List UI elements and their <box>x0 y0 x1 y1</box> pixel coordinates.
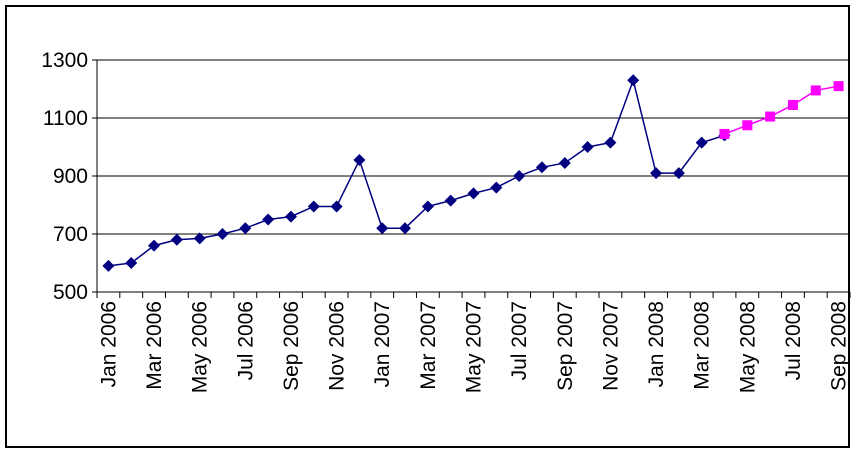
data-point-diamond <box>490 181 503 194</box>
data-point-diamond <box>604 136 617 149</box>
data-point-diamond <box>376 222 389 235</box>
x-tick-label: Sep 2008 <box>828 301 851 391</box>
data-point-diamond <box>193 232 206 245</box>
data-point-diamond <box>535 161 548 174</box>
data-point-diamond <box>307 200 320 213</box>
data-point-square <box>810 85 821 96</box>
data-point-diamond <box>399 222 412 235</box>
x-tick-label: May 2006 <box>189 301 212 393</box>
x-tick-label: Sep 2006 <box>280 301 303 391</box>
data-point-diamond <box>170 233 183 246</box>
data-point-diamond <box>444 194 457 207</box>
data-point-diamond <box>581 141 594 153</box>
data-point-diamond <box>330 200 343 213</box>
data-point-diamond <box>467 187 480 200</box>
x-tick-label: Jan 2008 <box>645 301 668 387</box>
gridlines <box>97 59 850 293</box>
data-point-diamond <box>650 167 663 180</box>
x-tick-label: Jul 2006 <box>234 301 257 380</box>
data-point-diamond <box>125 257 138 269</box>
data-point-diamond <box>148 239 161 252</box>
x-tick-label: Nov 2006 <box>326 301 349 391</box>
x-tick-label: May 2007 <box>463 301 486 393</box>
x-tick-label: Nov 2007 <box>599 301 622 391</box>
y-tick-label: 1300 <box>41 49 88 72</box>
data-point-square <box>719 128 730 139</box>
data-point-diamond <box>558 156 571 169</box>
x-tick-label: May 2008 <box>736 301 759 393</box>
x-tick-label: Mar 2007 <box>417 301 440 390</box>
y-tick-label: 700 <box>53 223 88 246</box>
y-tick-label: 900 <box>53 165 88 188</box>
data-point-diamond <box>695 136 708 149</box>
data-point-diamond <box>672 167 685 180</box>
axes <box>92 59 851 298</box>
x-tick-label: Jan 2007 <box>371 301 394 387</box>
data-point-diamond <box>513 170 526 182</box>
series <box>102 74 844 272</box>
data-point-diamond <box>262 213 275 226</box>
series-line-2 <box>724 85 839 135</box>
data-point-diamond <box>353 154 366 167</box>
data-point-diamond <box>239 222 252 235</box>
data-point-diamond <box>421 200 434 213</box>
chart-frame <box>5 5 850 448</box>
x-tick-label: Mar 2008 <box>691 301 714 390</box>
y-tick-label: 500 <box>53 281 88 304</box>
data-point-diamond <box>627 74 640 87</box>
data-point-square <box>742 120 753 131</box>
data-point-diamond <box>216 228 229 240</box>
x-tick-label: Mar 2006 <box>143 301 166 390</box>
x-tick-label: Jul 2008 <box>782 301 805 380</box>
y-tick-label: 1100 <box>43 107 88 130</box>
data-point-square <box>787 99 798 110</box>
x-tick-label: Sep 2007 <box>554 301 577 391</box>
data-point-diamond <box>102 259 115 272</box>
tick-labels: 500 700 900 1100 1300 Jan 2006 Mar 2006 May 200… <box>41 49 850 393</box>
data-point-square <box>765 111 776 122</box>
x-tick-label: Jul 2007 <box>508 301 531 380</box>
data-point-square <box>833 81 844 92</box>
series-line-1 <box>108 77 725 267</box>
data-point-diamond <box>284 210 297 223</box>
x-tick-label: Jan 2006 <box>97 301 120 387</box>
